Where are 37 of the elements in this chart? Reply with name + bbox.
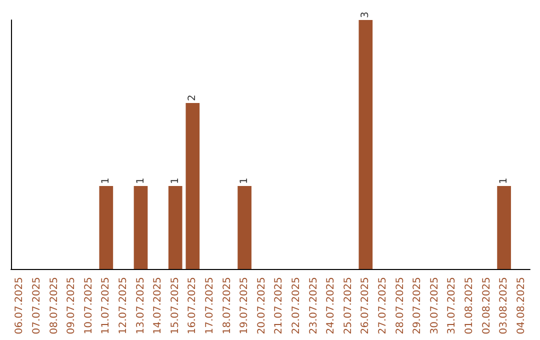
x-tick-label: 22.07.2025 (290, 277, 302, 334)
x-tick-label: 01.08.2025 (464, 277, 475, 334)
x-tick-label: 10.07.2025 (83, 277, 94, 334)
x-tick-label: 17.07.2025 (204, 277, 216, 334)
x-tick-label: 11.07.2025 (100, 277, 112, 334)
data-label: 1 (135, 178, 146, 184)
data-label: 3 (360, 12, 372, 18)
x-tick-label: 08.07.2025 (48, 277, 60, 334)
x-tick-label: 20.07.2025 (256, 277, 268, 334)
data-label: 1 (498, 178, 510, 184)
x-tick-label: 12.07.2025 (118, 277, 129, 334)
data-label: 1 (239, 178, 250, 184)
x-tick-label: 23.07.2025 (308, 277, 320, 334)
x-tick-label: 13.07.2025 (135, 277, 146, 334)
x-tick-label: 25.07.2025 (342, 277, 354, 334)
x-tick-label: 02.08.2025 (481, 277, 492, 334)
x-tick-label: 24.07.2025 (326, 277, 337, 334)
x-tick-label: 29.07.2025 (412, 277, 424, 334)
x-tick-label: 06.07.2025 (14, 277, 26, 334)
data-label: 2 (187, 94, 198, 101)
x-tick-label: 18.07.2025 (222, 277, 233, 334)
x-tick-label: 03.08.2025 (498, 277, 510, 334)
x-tick-label: 26.07.2025 (360, 277, 372, 334)
x-tick-label: 19.07.2025 (239, 277, 250, 334)
x-tick-label: 21.07.2025 (274, 277, 285, 334)
x-tick-label: 07.07.2025 (31, 277, 42, 334)
x-tick-label: 30.07.2025 (429, 277, 440, 334)
x-tick-label: 04.08.2025 (516, 277, 527, 334)
data-label: 1 (100, 178, 112, 184)
x-tick-label: 15.07.2025 (170, 277, 181, 334)
x-tick-label: 31.07.2025 (446, 277, 458, 334)
x-tick-label: 09.07.2025 (66, 277, 78, 334)
x-tick-label: 27.07.2025 (377, 277, 388, 334)
x-tick-label: 14.07.2025 (152, 277, 164, 334)
data-label: 1 (170, 178, 181, 184)
x-tick-label: 16.07.2025 (187, 277, 198, 334)
x-tick-label: 28.07.2025 (394, 277, 406, 334)
